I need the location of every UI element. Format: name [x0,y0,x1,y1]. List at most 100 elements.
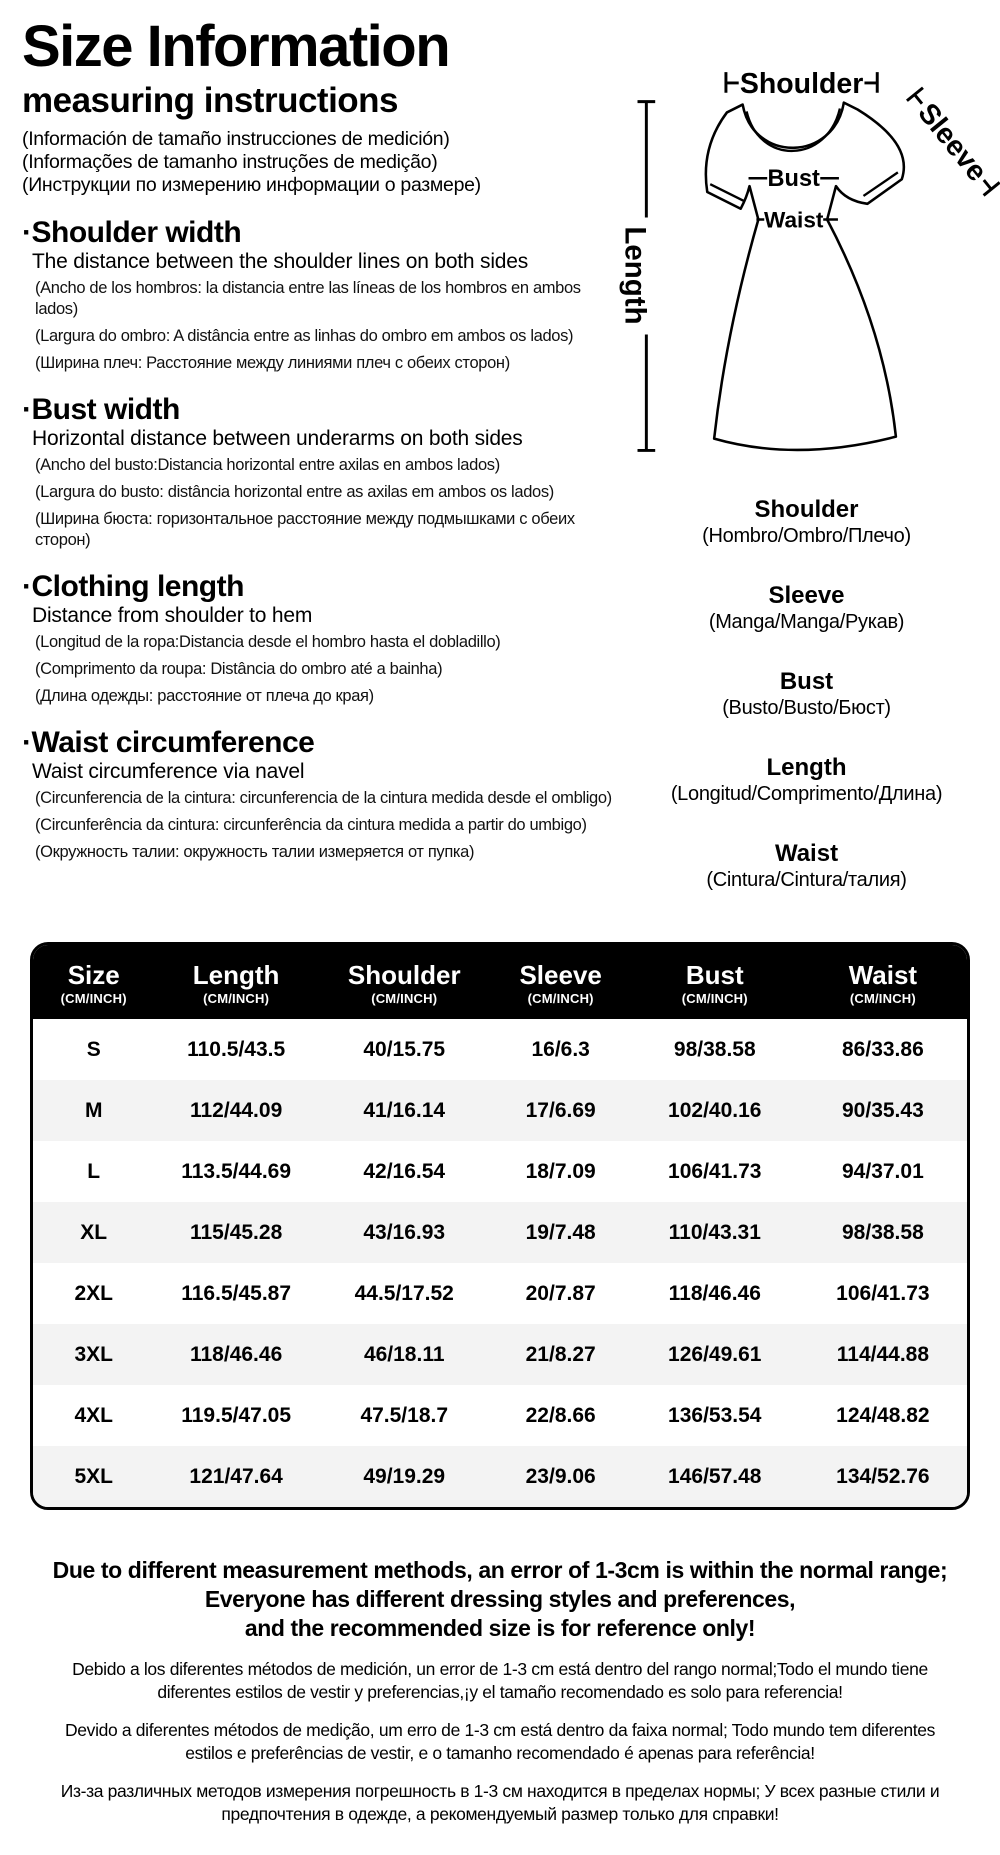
legend-translation: (Hombro/Ombro/Плечо) [702,525,911,547]
column-header-shoulder: Shoulder (CM/INCH) [318,960,491,1006]
bullet: · [22,215,32,249]
page-title: Size Information [22,14,451,79]
cell-bust: 118/46.46 [668,1281,761,1305]
cell-shoulder: 46/18.11 [363,1342,445,1366]
column-unit: (CM/INCH) [681,991,748,1006]
column-label: Shoulder [347,960,461,990]
section-heading-text: Shoulder width [31,215,242,249]
footer-en-line-3: and the recommended size is for referenc… [244,1615,756,1641]
cell-shoulder: 42/16.54 [363,1159,446,1183]
column-label: Waist [848,960,918,990]
sleeve-measure-text: Sleeve [911,97,993,187]
cell-bust: 146/57.48 [668,1464,762,1488]
subtitle-translation-es: (Información de tamaño instrucciones de … [22,127,450,150]
waist-measure-label: Waist [756,207,838,232]
legend-item-bust: Bust (Busto/Busto/Бюст) [671,668,942,721]
cell-sleeve: 18/7.09 [525,1159,596,1183]
cell-length: 110.5/43.5 [187,1037,286,1061]
cell-waist: 90/35.43 [842,1098,924,1122]
legend-name: Waist [774,840,839,867]
sleeve-measure-label: Sleeve [905,86,1000,197]
footer-disclaimer-en: Due to different measurement methods, an… [0,1556,1000,1643]
legend-name: Sleeve [768,582,845,609]
table-row-l: L 113.5/44.69 42/16.54 18/7.09 106/41.73… [33,1141,967,1202]
legend-translation: (Busto/Busto/Бюст) [722,697,891,719]
column-header-size: Size (CM/INCH) [33,960,154,1006]
legend-translation: (Cintura/Cintura/талия) [706,869,907,891]
cell-bust: 110/43.31 [668,1220,761,1244]
column-unit: (CM/INCH) [203,991,270,1006]
cell-bust: 106/41.73 [668,1159,762,1183]
cell-length: 113.5/44.69 [181,1159,292,1183]
legend-name: Length [766,754,847,781]
cell-sleeve: 17/6.69 [525,1098,596,1122]
table-row-m: M 112/44.09 41/16.14 17/6.69 102/40.16 9… [33,1080,967,1141]
column-header-length: Length (CM/INCH) [154,960,317,1006]
cell-length: 112/44.09 [189,1098,283,1122]
column-label: Length [192,960,280,990]
section-description: The distance between the shoulder lines … [32,249,529,273]
cell-waist: 86/33.86 [842,1037,924,1061]
section-waist-circumference: ·Waist circumference Waist circumference… [22,725,612,863]
cell-waist: 94/37.01 [842,1159,924,1183]
top-area: Size Information measuring instructions … [0,0,1000,926]
footer-en-line-2: Everyone has different dressing styles a… [204,1586,796,1612]
section-translation-ru: (Ширина плеч: Расстояние между линиями п… [35,353,510,372]
section-description: Waist circumference via navel [32,759,305,783]
subtitle-translation-ru: (Инструкции по измерению информации о ра… [22,173,481,196]
cell-length: 116.5/45.87 [181,1281,292,1305]
footer-en-line-1: Due to different measurement methods, an… [52,1557,948,1583]
cell-size: 3XL [74,1342,113,1366]
measure-tick-right [864,72,879,93]
section-heading-text: Clothing length [31,569,245,603]
cell-size: XL [80,1220,108,1244]
cell-sleeve: 16/6.3 [531,1037,590,1061]
length-measure-text: Length [619,226,652,324]
footer-disclaimer-pt: Devido a diferentes métodos de medição, … [65,1720,935,1763]
size-table-header: Size (CM/INCH) Length (CM/INCH) Shoulder… [33,945,967,1019]
section-translation-es: (Longitud de la ropa:Distancia desde el … [35,632,501,651]
column-unit: (CM/INCH) [849,991,916,1006]
bullet: · [22,569,32,603]
cell-shoulder: 40/15.75 [363,1037,446,1061]
legend-name: Shoulder [754,496,859,523]
length-measure-label: Length [619,100,656,452]
cell-sleeve: 20/7.87 [525,1281,596,1305]
measure-tick-left [905,86,924,105]
column-label: Sleeve [519,960,602,990]
section-clothing-length: ·Clothing length Distance from shoulder … [22,570,610,707]
footer: Due to different measurement methods, an… [0,1556,1000,1826]
section-heading: ·Clothing length [22,570,610,603]
measure-legend: Shoulder (Hombro/Ombro/Плечо) Sleeve (Ma… [670,496,943,926]
subtitle-translation-pt: (Informações de tamanho instruções de me… [22,150,438,173]
waist-measure-text: Waist [764,207,824,232]
instructions-column: Size Information measuring instructions … [22,10,612,926]
cell-length: 119.5/47.05 [181,1403,292,1427]
table-row-2xl: 2XL 116.5/45.87 44.5/17.52 20/7.87 118/4… [33,1263,967,1324]
dress-diagram: Shoulder Sleeve Length [619,68,1000,452]
section-heading: ·Bust width [22,393,610,426]
cuff-trim-left [709,183,745,202]
cell-shoulder: 49/19.29 [363,1464,446,1488]
footer-disclaimer-es: Debido a los diferentes métodos de medic… [72,1659,928,1702]
neckline-trim [745,108,842,153]
column-header-waist: Waist (CM/INCH) [799,960,967,1006]
section-translation-es: (Circunferencia de la cintura: circunfer… [35,788,612,807]
cell-size: L [87,1159,101,1183]
measure-tick-right [982,179,1000,197]
cell-waist: 124/48.82 [836,1403,930,1427]
shoulder-measure-label: Shoulder [724,68,879,100]
length-line [637,100,656,452]
column-label: Bust [685,960,744,990]
legend-translation: (Longitud/Comprimento/Длина) [670,783,943,805]
cell-size: S [86,1037,101,1061]
measure-tick-left [724,72,739,93]
legend-item-sleeve: Sleeve (Manga/Manga/Рукав) [671,582,942,635]
cell-shoulder: 44.5/17.52 [354,1281,454,1305]
cell-bust: 136/53.54 [668,1403,762,1427]
cell-sleeve: 19/7.48 [525,1220,596,1244]
section-description: Distance from shoulder to hem [32,603,313,627]
legend-item-shoulder: Shoulder (Hombro/Ombro/Плечо) [671,496,942,549]
section-heading-text: Waist circumference [31,725,315,759]
table-row-3xl: 3XL 118/46.46 46/18.11 21/8.27 126/49.61… [33,1324,967,1385]
